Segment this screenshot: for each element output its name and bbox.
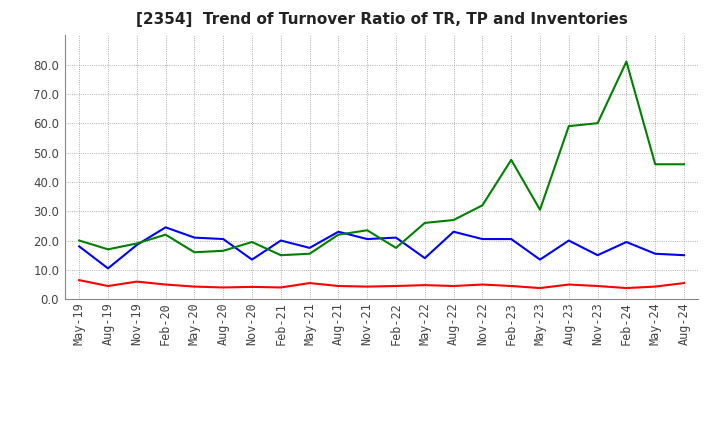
Trade Receivables (363, 284, 372, 289)
Trade Receivables (190, 284, 199, 289)
Inventories (305, 251, 314, 257)
Inventories (420, 220, 429, 226)
Trade Payables (507, 236, 516, 242)
Trade Payables (564, 238, 573, 243)
Trade Payables (478, 236, 487, 242)
Trade Receivables (564, 282, 573, 287)
Trade Receivables (392, 283, 400, 289)
Inventories (680, 161, 688, 167)
Inventories (593, 121, 602, 126)
Trade Receivables (132, 279, 141, 284)
Trade Payables (305, 245, 314, 250)
Trade Receivables (104, 283, 112, 289)
Inventories (161, 232, 170, 237)
Trade Payables (334, 229, 343, 235)
Trade Payables (449, 229, 458, 235)
Trade Payables (219, 236, 228, 242)
Trade Payables (132, 242, 141, 248)
Inventories (536, 207, 544, 213)
Line: Inventories: Inventories (79, 62, 684, 255)
Inventories (478, 203, 487, 208)
Trade Receivables (219, 285, 228, 290)
Trade Receivables (334, 283, 343, 289)
Trade Payables (276, 238, 285, 243)
Trade Payables (593, 253, 602, 258)
Title: [2354]  Trend of Turnover Ratio of TR, TP and Inventories: [2354] Trend of Turnover Ratio of TR, TP… (135, 12, 628, 27)
Trade Receivables (478, 282, 487, 287)
Trade Receivables (305, 280, 314, 286)
Trade Receivables (161, 282, 170, 287)
Trade Receivables (507, 283, 516, 289)
Inventories (363, 227, 372, 233)
Inventories (392, 245, 400, 250)
Inventories (75, 238, 84, 243)
Inventories (248, 239, 256, 245)
Trade Receivables (248, 284, 256, 290)
Trade Receivables (651, 284, 660, 289)
Trade Payables (190, 235, 199, 240)
Trade Payables (363, 236, 372, 242)
Trade Receivables (449, 283, 458, 289)
Line: Trade Receivables: Trade Receivables (79, 280, 684, 288)
Inventories (334, 232, 343, 237)
Inventories (564, 124, 573, 129)
Inventories (219, 248, 228, 253)
Trade Payables (680, 253, 688, 258)
Inventories (651, 161, 660, 167)
Trade Payables (622, 239, 631, 245)
Trade Payables (392, 235, 400, 240)
Trade Receivables (536, 286, 544, 291)
Trade Payables (104, 266, 112, 271)
Trade Payables (161, 225, 170, 230)
Trade Payables (248, 257, 256, 262)
Trade Payables (75, 244, 84, 249)
Trade Payables (536, 257, 544, 262)
Inventories (276, 253, 285, 258)
Inventories (104, 247, 112, 252)
Inventories (449, 217, 458, 223)
Inventories (622, 59, 631, 64)
Trade Receivables (680, 280, 688, 286)
Trade Receivables (593, 283, 602, 289)
Trade Receivables (75, 278, 84, 283)
Inventories (132, 241, 141, 246)
Trade Receivables (276, 285, 285, 290)
Trade Receivables (622, 286, 631, 291)
Trade Payables (651, 251, 660, 257)
Trade Payables (420, 256, 429, 261)
Trade Receivables (420, 282, 429, 288)
Inventories (190, 249, 199, 255)
Inventories (507, 157, 516, 162)
Line: Trade Payables: Trade Payables (79, 227, 684, 268)
